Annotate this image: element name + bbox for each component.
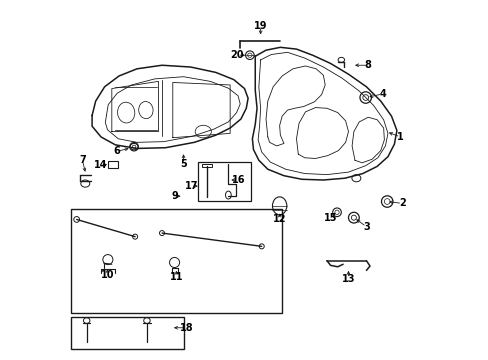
- Text: 6: 6: [114, 146, 121, 156]
- Text: 14: 14: [93, 159, 107, 170]
- Text: 5: 5: [180, 159, 186, 169]
- Text: 19: 19: [253, 21, 267, 31]
- Text: 4: 4: [378, 89, 385, 99]
- Text: 3: 3: [362, 222, 369, 231]
- Bar: [198, 162, 250, 201]
- Bar: [70, 317, 183, 349]
- Text: 12: 12: [272, 215, 286, 224]
- Text: 18: 18: [180, 323, 194, 333]
- Text: 10: 10: [101, 270, 114, 280]
- Text: 15: 15: [323, 213, 337, 222]
- Text: 8: 8: [364, 60, 371, 70]
- Bar: [107, 161, 118, 168]
- Text: 9: 9: [171, 191, 178, 201]
- Text: 11: 11: [169, 272, 183, 282]
- Text: 7: 7: [79, 155, 85, 165]
- Text: 16: 16: [231, 175, 244, 185]
- Text: 1: 1: [396, 132, 403, 142]
- Text: 20: 20: [230, 50, 244, 60]
- Text: 17: 17: [184, 181, 198, 191]
- Text: 13: 13: [341, 274, 354, 284]
- Bar: [202, 164, 211, 167]
- Bar: [70, 209, 282, 313]
- Text: 2: 2: [398, 198, 405, 208]
